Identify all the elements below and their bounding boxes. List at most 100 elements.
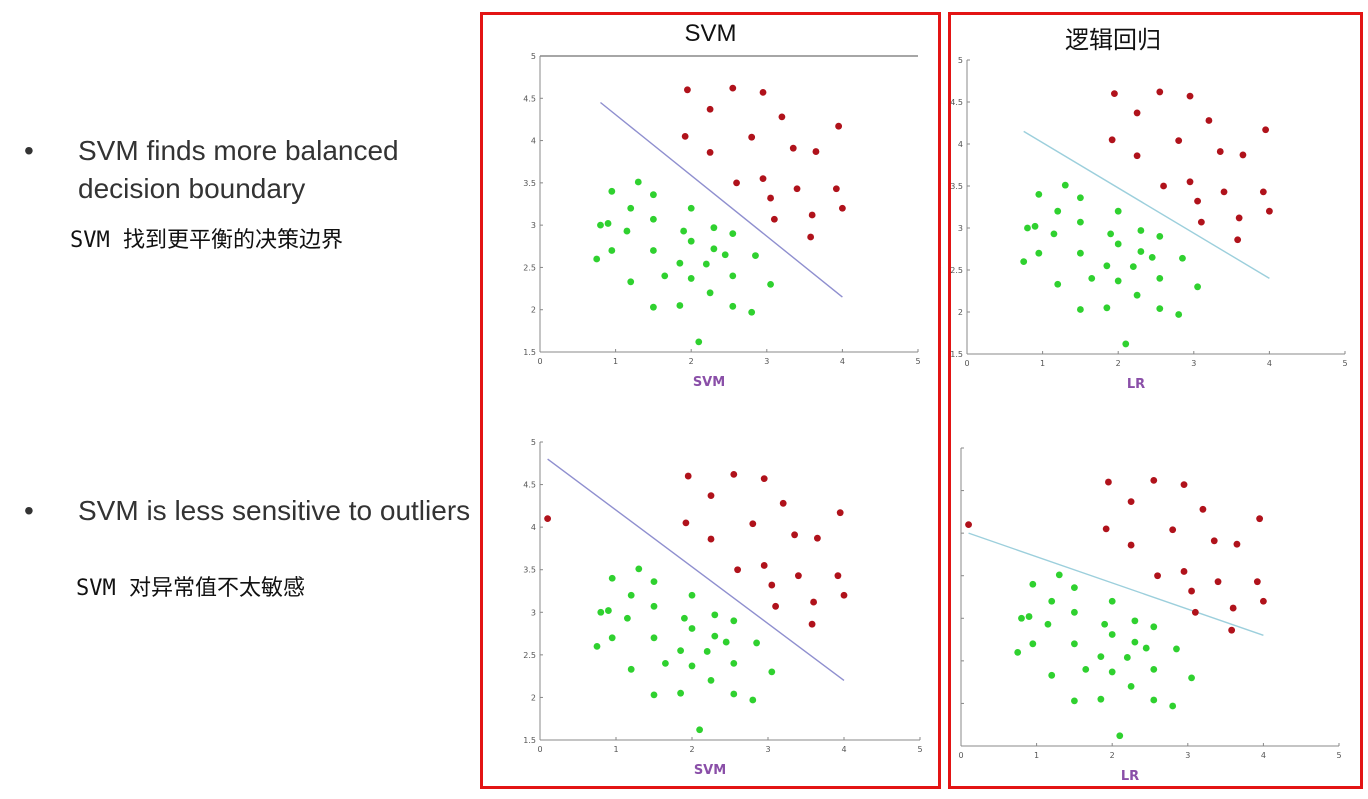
green-class-point	[1097, 653, 1105, 660]
green-class-point	[1173, 645, 1180, 653]
red-class-point	[684, 86, 691, 94]
red-class-point	[810, 598, 817, 606]
green-class-point	[1035, 191, 1043, 198]
red-class-point	[840, 591, 848, 599]
y-tick-label: 1.5	[523, 736, 536, 745]
green-class-point	[1031, 222, 1039, 230]
decision-boundary	[547, 458, 845, 681]
red-class-point	[1133, 109, 1141, 117]
red-class-point	[1186, 92, 1194, 100]
red-class-point	[1188, 587, 1195, 595]
red-class-point	[832, 185, 840, 193]
green-class-point	[662, 659, 669, 667]
red-class-point	[808, 620, 816, 628]
x-tick-label: 1	[1040, 359, 1045, 368]
green-class-point	[1055, 571, 1063, 579]
green-class-point	[1103, 304, 1111, 312]
green-class-point	[1054, 280, 1062, 288]
x-tick-label: 1	[1034, 751, 1039, 760]
green-class-point	[1114, 277, 1122, 285]
bullet-text: SVM is less sensitive to outliers	[78, 495, 471, 526]
red-class-point	[707, 492, 715, 500]
scatter-plot: 0 1 2 3 4 5 1.5 2 2.5 3 3.5 4 4.5 5 SVM	[523, 438, 922, 778]
green-class-point	[1050, 230, 1058, 238]
y-tick-label: 3.5	[523, 566, 536, 575]
green-class-point	[1077, 249, 1084, 257]
x-tick-label: 2	[1116, 359, 1121, 368]
green-class-point	[1131, 617, 1139, 625]
green-class-point	[768, 668, 776, 676]
red-class-point	[1256, 515, 1264, 523]
red-class-point	[772, 602, 779, 610]
green-class-point	[748, 308, 756, 316]
red-class-point	[835, 122, 843, 130]
y-tick-label: 2.5	[523, 263, 536, 272]
green-class-point	[706, 289, 714, 297]
green-class-point	[711, 611, 719, 619]
green-class-point	[677, 647, 684, 654]
x-tick-label: 5	[917, 745, 922, 754]
green-class-point	[696, 726, 703, 734]
green-class-point	[1018, 614, 1025, 622]
green-class-point	[1077, 194, 1084, 202]
x-tick-label: 4	[841, 745, 846, 754]
red-class-point	[1216, 148, 1224, 155]
green-class-point	[1014, 648, 1022, 656]
green-class-point	[702, 260, 710, 268]
bullet-translation: SVM 找到更平衡的决策边界	[70, 228, 343, 253]
green-class-point	[650, 602, 658, 610]
green-class-point	[1131, 638, 1139, 646]
y-tick-label: 4	[531, 523, 536, 532]
green-class-point	[1101, 620, 1109, 628]
red-class-point	[1205, 117, 1213, 124]
red-class-point	[1108, 136, 1116, 144]
red-class-point	[1111, 90, 1118, 97]
green-class-point	[627, 665, 635, 673]
red-class-point	[1175, 137, 1183, 145]
green-class-point	[1071, 584, 1078, 592]
x-tick-label: 5	[915, 357, 920, 366]
red-class-point	[706, 105, 714, 113]
red-class-point	[1262, 126, 1270, 134]
red-class-point	[1127, 541, 1135, 549]
y-tick-label: 5	[531, 52, 536, 61]
green-class-point	[604, 220, 612, 227]
green-class-point	[1179, 254, 1186, 262]
green-class-point	[1048, 597, 1056, 605]
green-class-point	[1077, 306, 1084, 313]
green-class-point	[1071, 697, 1078, 705]
green-class-point	[650, 691, 658, 699]
y-tick-label: 2.5	[950, 266, 963, 275]
red-class-point	[814, 534, 821, 542]
green-class-point	[1148, 254, 1156, 261]
x-tick-label: 3	[1185, 751, 1190, 760]
x-tick-label: 5	[1336, 751, 1341, 760]
red-class-point	[793, 185, 801, 193]
green-class-point	[634, 178, 642, 186]
red-class-point	[1220, 188, 1228, 196]
x-tick-label: 0	[958, 751, 963, 760]
green-class-point	[650, 303, 657, 311]
x-axis-label: SVM	[693, 375, 725, 390]
green-class-point	[650, 247, 657, 254]
green-class-point	[1156, 233, 1164, 240]
red-class-point	[1214, 578, 1222, 586]
green-class-point	[687, 204, 695, 212]
red-class-point	[1229, 604, 1237, 612]
red-class-point	[759, 88, 767, 96]
green-class-point	[1169, 702, 1177, 710]
red-class-point	[1127, 498, 1135, 506]
y-tick-label: 3.5	[523, 179, 536, 188]
red-class-point	[791, 531, 798, 539]
x-axis-label: LR	[1121, 769, 1139, 784]
red-class-point	[768, 581, 776, 589]
green-class-point	[1188, 674, 1195, 682]
green-class-point	[1133, 291, 1141, 299]
green-class-point	[1082, 665, 1090, 673]
green-class-point	[1150, 623, 1158, 631]
red-class-point	[834, 572, 842, 580]
green-class-point	[608, 574, 616, 582]
red-class-point	[681, 132, 689, 140]
green-class-point	[1122, 340, 1130, 348]
y-tick-label: 3	[531, 221, 536, 230]
